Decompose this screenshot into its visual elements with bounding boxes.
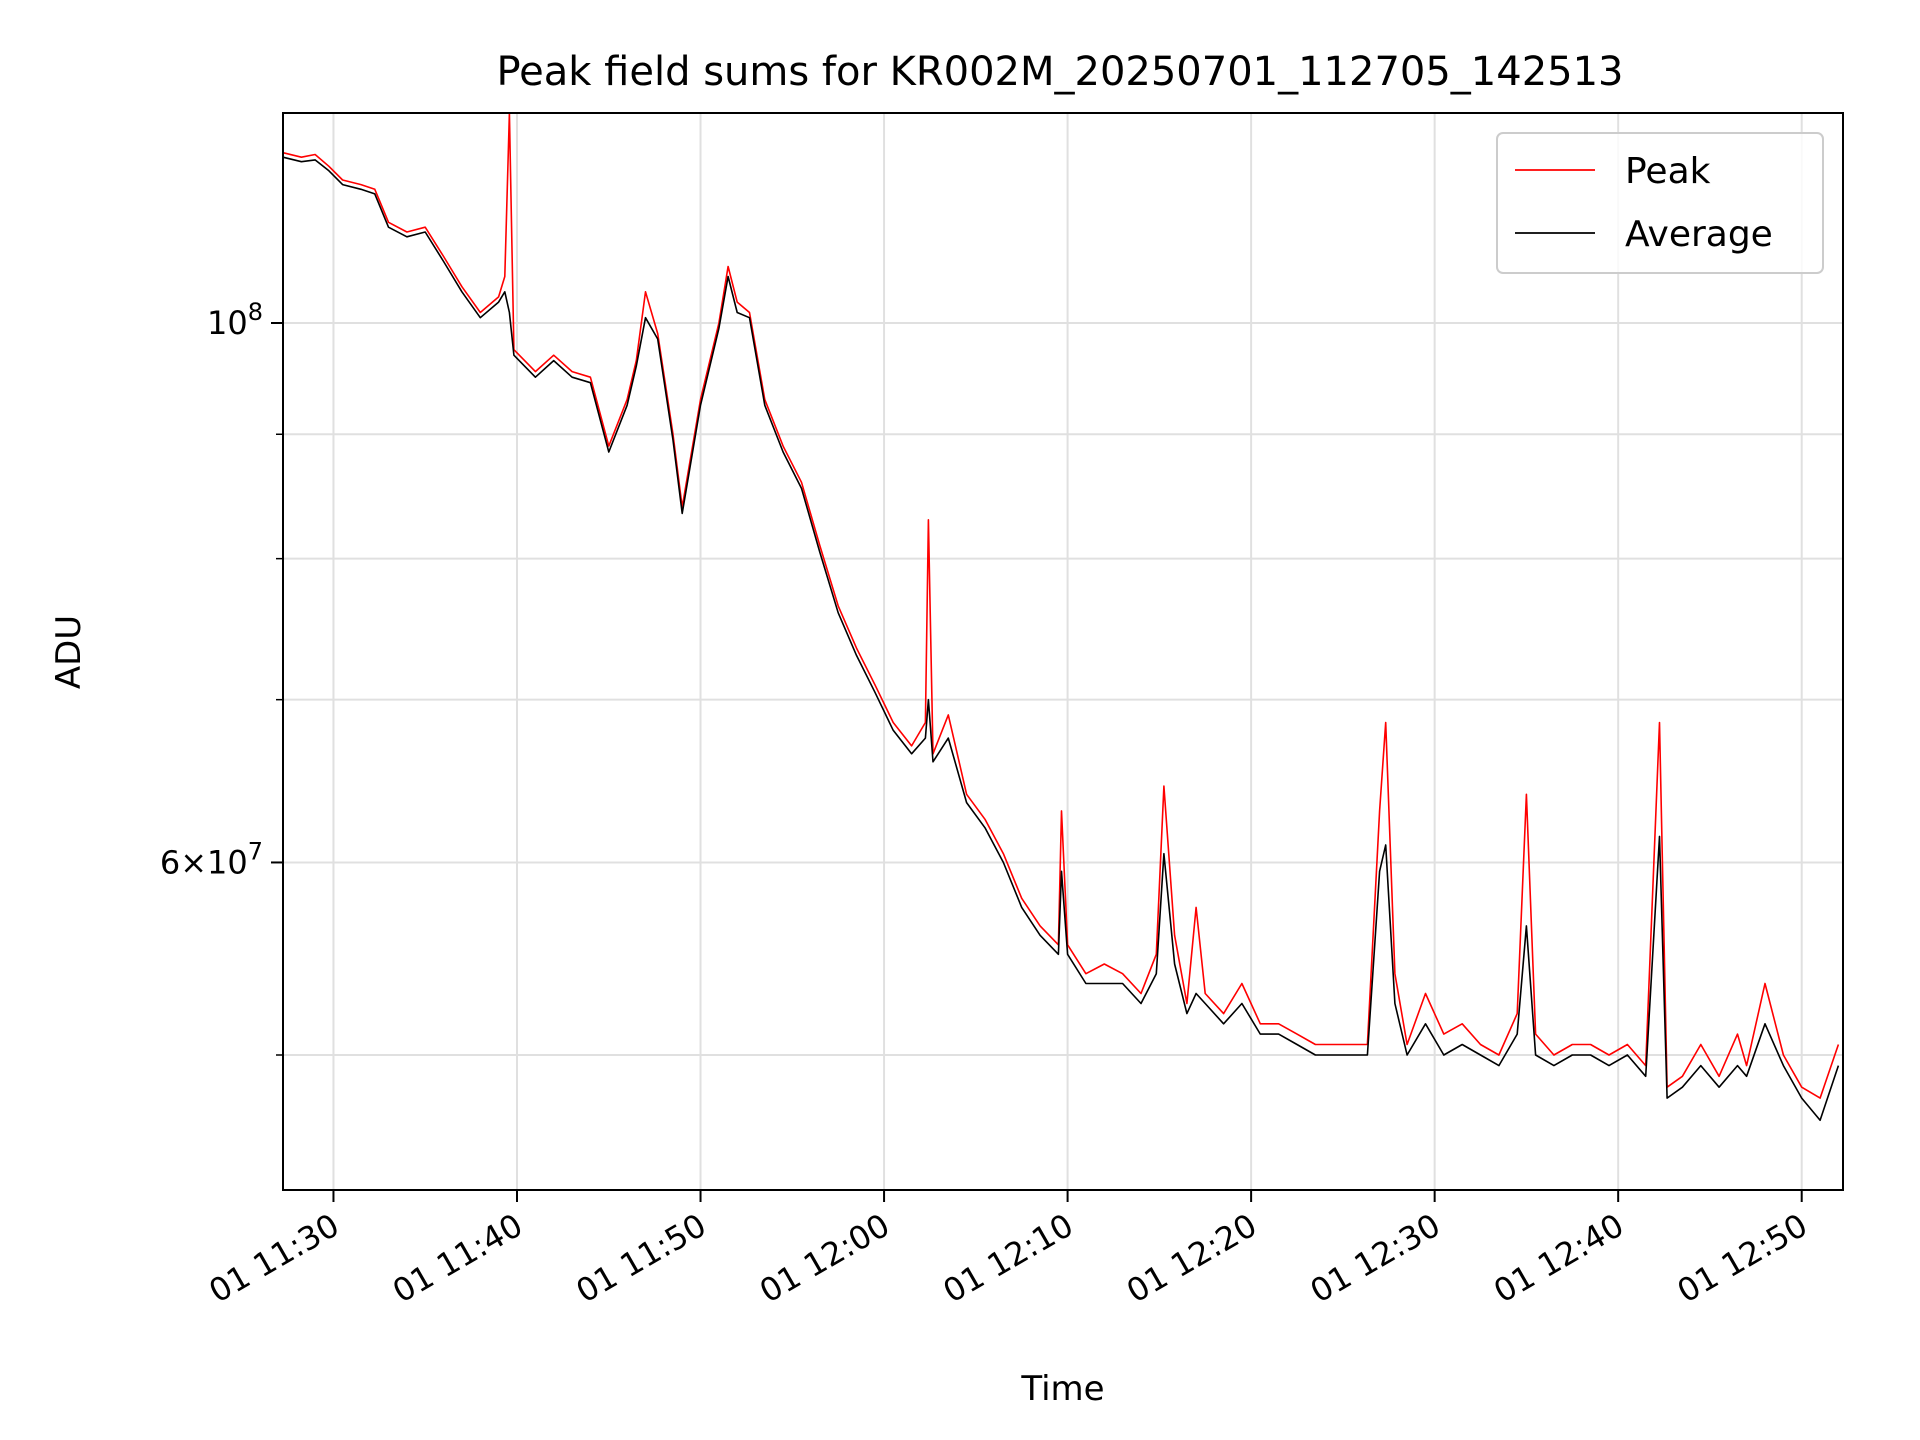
- legend-label-average: Average: [1625, 214, 1773, 255]
- series-layer: [282, 112, 1840, 1122]
- legend: Peak Average: [1496, 132, 1824, 274]
- plot-frame: [282, 112, 1844, 1191]
- legend-label-peak: Peak: [1625, 151, 1711, 192]
- x-axis-label: Time: [1020, 1369, 1104, 1409]
- y-tick-label: 6×107: [160, 837, 263, 881]
- y-axis-label: ADU: [49, 615, 89, 689]
- grid-layer: [283, 113, 1843, 1190]
- chart-title: Peak field sums for KR002M_20250701_1127…: [496, 49, 1623, 95]
- legend-box: [1496, 132, 1824, 274]
- series-line-average: [282, 156, 1840, 1122]
